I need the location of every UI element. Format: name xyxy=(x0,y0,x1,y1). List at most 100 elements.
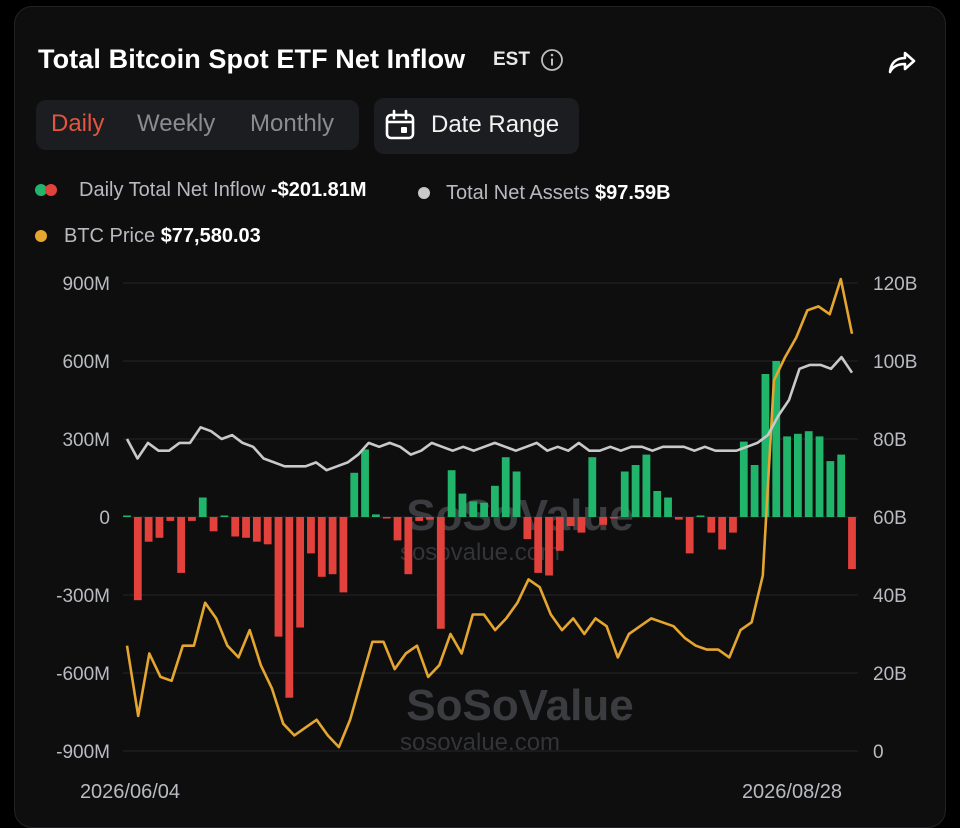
inflow-bar xyxy=(123,515,131,517)
inflow-bar xyxy=(447,470,456,517)
inflow-bar xyxy=(610,517,618,519)
inflow-bar xyxy=(404,517,413,575)
x-axis-start-label: 2026/06/04 xyxy=(80,781,180,803)
info-icon[interactable] xyxy=(540,48,564,72)
inflow-bar xyxy=(469,501,478,517)
right-axis-tick-label: 100B xyxy=(873,352,917,373)
date-range-button[interactable]: Date Range xyxy=(374,98,579,154)
inflow-bar xyxy=(750,465,759,517)
inflow-bar xyxy=(545,517,553,576)
inflow-bar xyxy=(242,517,250,538)
inflow-bar xyxy=(198,497,207,517)
btc-price-line xyxy=(125,277,854,749)
left-axis-tick-label: -900M xyxy=(56,742,110,763)
price-legend-label: BTC Price xyxy=(64,225,156,247)
inflow-bar xyxy=(512,471,521,517)
x-axis-end-label: 2026/08/28 xyxy=(742,781,842,803)
calendar-icon xyxy=(385,109,415,140)
inflow-bar xyxy=(263,517,272,545)
assets-legend-dot xyxy=(418,187,430,199)
total-net-assets-line xyxy=(125,355,854,472)
watermark-url: sosovalue.com xyxy=(400,729,560,756)
interval-tabs: Daily Weekly Monthly xyxy=(36,100,359,150)
inflow-bar xyxy=(328,517,337,575)
inflow-bar xyxy=(144,517,153,542)
inflow-bar xyxy=(274,517,283,637)
share-icon[interactable] xyxy=(884,44,918,78)
inflow-bar xyxy=(296,517,305,628)
etf-flow-chart: SoSoValuesosovalue.comSoSoValuesosovalue… xyxy=(56,274,917,803)
left-axis-tick-label: 600M xyxy=(62,352,110,373)
assets-legend-label: Total Net Assets xyxy=(446,182,590,204)
inflow-bar xyxy=(837,454,846,517)
inflow-bar xyxy=(620,471,629,517)
inflow-bar xyxy=(577,517,586,533)
inflow-bar xyxy=(436,517,445,629)
watermark-brand: SoSoValue xyxy=(406,681,633,730)
inflow-bar xyxy=(566,517,575,527)
inflow-bar xyxy=(653,491,662,517)
inflow-bar xyxy=(534,517,543,573)
inflow-bar xyxy=(588,457,597,517)
inflow-bar xyxy=(231,517,240,537)
inflow-bar xyxy=(815,436,824,517)
inflow-bar xyxy=(133,517,142,601)
right-axis-tick-label: 120B xyxy=(873,274,917,295)
inflow-bar xyxy=(685,517,694,554)
chart-title: Total Bitcoin Spot ETF Net Inflow xyxy=(38,44,466,74)
inflow-bar xyxy=(220,515,229,517)
left-axis-tick-label: -300M xyxy=(56,586,110,607)
inflow-legend-value: -$201.81M xyxy=(270,179,367,201)
inflow-bar xyxy=(696,515,705,517)
inflow-bar xyxy=(642,454,651,517)
inflow-legend-label: Daily Total Net Inflow xyxy=(79,179,266,201)
inflow-bar xyxy=(188,517,196,521)
inflow-bar xyxy=(177,517,185,573)
left-axis-tick-label: -600M xyxy=(56,664,110,685)
inflow-bar xyxy=(350,472,359,517)
inflow-bar xyxy=(285,517,294,698)
left-axis-tick-label: 300M xyxy=(62,430,110,451)
price-legend-dot xyxy=(35,230,47,242)
inflow-bar xyxy=(707,517,716,533)
inflow-bar xyxy=(772,361,781,517)
inflow-bar xyxy=(848,517,856,569)
inflow-bar xyxy=(415,517,424,521)
inflow-bar xyxy=(739,441,748,517)
inflow-bar xyxy=(783,436,791,517)
inflow-bar xyxy=(458,493,467,517)
right-axis-tick-label: 0 xyxy=(873,742,884,763)
inflow-bar xyxy=(491,485,499,517)
inflow-bar xyxy=(209,517,218,532)
inflow-bar xyxy=(599,517,608,525)
inflow-bar xyxy=(804,431,813,517)
inflow-bar xyxy=(674,517,683,520)
watermark-url: sosovalue.com xyxy=(400,539,560,566)
inflow-bar xyxy=(523,517,532,540)
left-axis-tick-label: 0 xyxy=(99,508,110,529)
inflow-bar xyxy=(361,449,369,517)
inflow-bar xyxy=(480,502,488,517)
inflow-bar xyxy=(252,517,261,542)
right-axis-tick-label: 80B xyxy=(873,430,907,451)
inflow-bar xyxy=(826,461,835,517)
inflow-bar xyxy=(166,517,175,521)
inflow-bar xyxy=(555,517,564,551)
price-legend: BTC Price $77,580.03 xyxy=(64,225,261,248)
tab-monthly[interactable]: Monthly xyxy=(250,110,335,137)
inflow-bar xyxy=(631,465,640,517)
inflow-bar xyxy=(339,517,348,593)
inflow-bar xyxy=(794,433,802,517)
tab-weekly[interactable]: Weekly xyxy=(137,110,216,137)
right-axis-tick-label: 20B xyxy=(873,664,907,685)
inflow-bar xyxy=(317,517,326,577)
inflow-bar xyxy=(307,517,315,554)
inflow-bar xyxy=(155,517,164,538)
tab-daily[interactable]: Daily xyxy=(51,110,105,137)
inflow-bar xyxy=(382,517,391,519)
assets-legend: Total Net Assets $97.59B xyxy=(446,182,671,205)
inflow-legend-dot-negative xyxy=(45,184,57,196)
inflow-legend-dot-positive xyxy=(35,184,47,196)
price-legend-value: $77,580.03 xyxy=(160,225,261,247)
inflow-bar xyxy=(761,374,770,517)
